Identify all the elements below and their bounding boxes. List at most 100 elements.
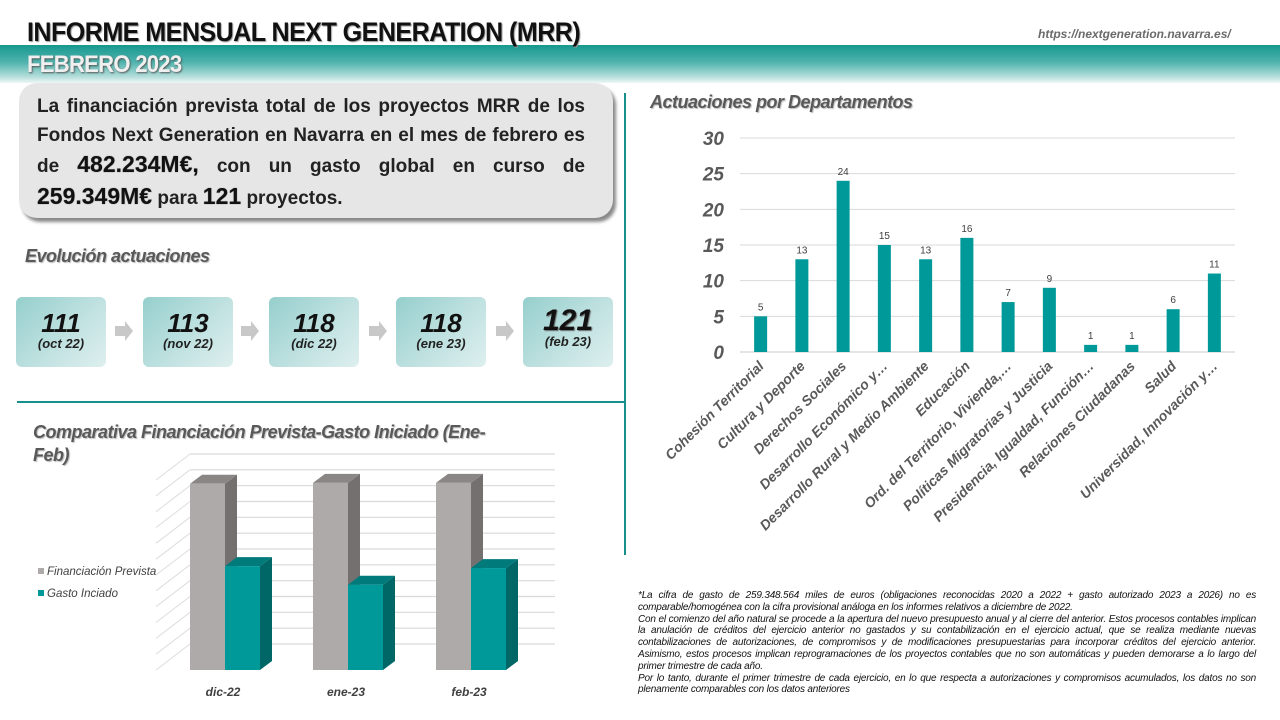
data-label: 13: [920, 245, 932, 256]
legend-label: Gasto Inciado: [47, 588, 119, 600]
bar: [754, 316, 768, 352]
gridline-depth: [155, 469, 191, 497]
bar-top: [348, 575, 395, 585]
legend-swatch: [38, 590, 44, 596]
x-tick-label: feb-23: [451, 685, 487, 699]
y-tick-label: 5: [713, 307, 724, 328]
summary-text: La financiación prevista total de los pr…: [37, 96, 585, 177]
arrow-right-icon: [241, 321, 259, 341]
bar-side: [506, 559, 518, 670]
evolution-value: 121: [542, 304, 594, 337]
bar: [877, 245, 891, 352]
header-band: [0, 45, 1280, 83]
evolution-title: Evolución actuaciones: [25, 246, 210, 266]
gridline-depth: [155, 516, 191, 544]
global-spend-amount: 259.349M€: [37, 182, 153, 209]
x-tick-label: ene-23: [327, 685, 365, 699]
gridline-depth: [155, 564, 191, 592]
horizontal-divider: [17, 401, 625, 403]
bar: [1166, 309, 1180, 352]
gridline-depth: [155, 643, 191, 671]
evolution-item-dic22: 118 (dic 22): [269, 297, 359, 367]
data-label: 24: [838, 167, 850, 178]
bar-top: [190, 474, 237, 484]
bar-top: [313, 473, 360, 483]
bar: [190, 483, 225, 670]
bar: [1042, 287, 1056, 352]
project-count: 121: [202, 182, 242, 209]
data-label: 9: [1047, 274, 1053, 285]
bar: [1125, 344, 1139, 352]
data-label: 7: [1005, 288, 1011, 299]
bar-side: [260, 557, 272, 670]
total-funding-amount: 482.234M€,: [77, 151, 199, 177]
bar: [1084, 344, 1098, 352]
footnote-paragraph: Con el comienzo del año natural se proce…: [638, 613, 1256, 672]
comparison-chart-title: Comparativa Financiación Prevista-Gasto …: [33, 422, 486, 465]
website-link[interactable]: https://nextgeneration.navarra.es/: [1038, 27, 1231, 41]
footnote-paragraph: *La cifra de gasto de 259.348.564 miles …: [638, 590, 1256, 613]
x-tick-label: Salud: [1141, 357, 1180, 396]
gridline-depth: [155, 485, 191, 513]
bar-top: [471, 559, 518, 569]
bar: [960, 237, 974, 352]
evolution-item-oct22: 111 (oct 22): [16, 297, 106, 367]
y-tick-label: 30: [703, 129, 725, 150]
bar: [795, 259, 809, 352]
data-label: 6: [1170, 295, 1176, 306]
data-label: 15: [879, 231, 891, 242]
bar: [348, 584, 383, 670]
legend-swatch: [38, 568, 44, 574]
bar: [1001, 302, 1015, 352]
y-tick-label: 0: [713, 343, 724, 364]
summary-text: con un gasto global en curso de: [198, 156, 585, 177]
comparison-3d-bar-chart: dic-22 ene-23 feb-23 Financiación Prevista G…: [38, 453, 555, 699]
evolution-period: (oct 22): [37, 336, 85, 351]
gridline-depth: [155, 501, 191, 528]
evolution-item-ene23: 118 (ene 23): [396, 297, 486, 367]
arrow-right-icon: [369, 321, 387, 341]
gridline-depth: [155, 596, 191, 623]
departments-chart-title: Actuaciones por Departamentos: [650, 92, 913, 112]
evolution-value: 118: [420, 308, 462, 338]
bar: [836, 180, 850, 352]
bar-top: [436, 473, 483, 483]
bar-top: [225, 557, 272, 567]
evolution-period: (nov 22): [163, 336, 213, 351]
vertical-divider: [624, 93, 626, 555]
report-title: INFORME MENSUAL NEXT GENERATION (MRR): [27, 17, 581, 47]
arrow-right-icon: [496, 321, 514, 341]
y-tick-label: 25: [702, 165, 725, 186]
gridline-depth: [155, 548, 191, 576]
bar: [436, 482, 471, 670]
gridline-depth: [155, 627, 191, 655]
bar: [1207, 273, 1221, 352]
data-label: 16: [961, 224, 973, 235]
evolution-value: 118: [293, 308, 335, 338]
gridline-depth: [155, 580, 191, 608]
bar: [471, 568, 506, 670]
gridline-depth: [155, 532, 191, 560]
evolution-period: (ene 23): [416, 336, 466, 351]
bar: [313, 482, 348, 670]
bar: [225, 566, 260, 670]
data-label: 11: [1209, 260, 1220, 271]
bar-side: [383, 575, 395, 670]
gridline-depth: [155, 611, 191, 639]
arrow-right-icon: [115, 321, 133, 341]
evolution-item-nov22: 113 (nov 22): [143, 297, 233, 367]
gridline-depth: [155, 453, 191, 481]
summary-text: para: [152, 187, 203, 209]
y-tick-label: 10: [703, 272, 725, 293]
evolution-item-feb23: 121 (feb 23): [523, 297, 613, 367]
x-tick-label: Políticas Migratorias y Justicia: [899, 358, 1055, 514]
report-subtitle: FEBRERO 2023: [27, 51, 182, 78]
x-tick-label: dic-22: [206, 685, 241, 699]
y-tick-label: 15: [703, 236, 725, 257]
y-tick-label: 20: [702, 200, 725, 221]
data-label: 1: [1129, 331, 1135, 342]
footnote: *La cifra de gasto de 259.348.564 miles …: [638, 590, 1256, 696]
footnote-paragraph: Por lo tanto, durante el primer trimestr…: [638, 672, 1256, 696]
data-label: 1: [1088, 331, 1094, 342]
